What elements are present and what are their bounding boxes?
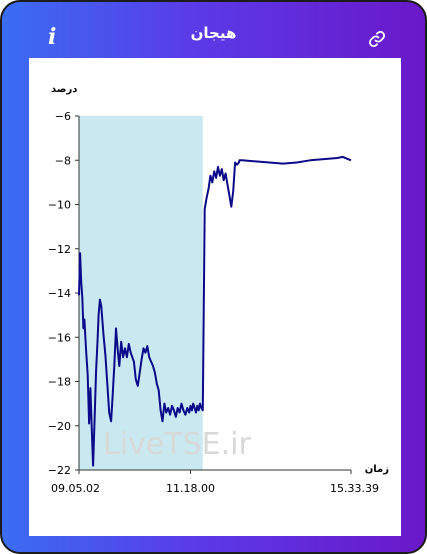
y-tick-label: −22 xyxy=(48,464,71,477)
y-tick-label: −8 xyxy=(55,154,71,167)
y-tick-label: −6 xyxy=(55,110,71,123)
y-tick-label: −20 xyxy=(48,420,71,433)
y-axis-label: درصد xyxy=(51,84,77,95)
y-tick-label: −14 xyxy=(48,287,71,300)
shaded-band xyxy=(79,116,203,470)
y-tick-label: −12 xyxy=(48,243,71,256)
x-tick-label: 15.33.39 xyxy=(330,482,379,495)
page-title: هیجان xyxy=(190,24,237,42)
line-chart: درصد زمان LiveTSE.ir −6 −8 −10 −12 −14 −16 −18… xyxy=(48,84,389,495)
y-tick-label: −16 xyxy=(48,331,71,344)
x-axis-label: زمان xyxy=(365,464,389,475)
link-icon[interactable] xyxy=(368,30,386,48)
watermark-text: LiveTSE.ir xyxy=(103,427,251,462)
y-tick-label: −18 xyxy=(48,376,71,389)
x-tick-label: 11.18.00 xyxy=(166,482,215,495)
chart-panel: درصد زمان LiveTSE.ir −6 −8 −10 −12 −14 −16 −18… xyxy=(29,58,401,536)
series-line xyxy=(78,155,352,467)
x-tick-label: 09.05.02 xyxy=(51,482,100,495)
y-tick-label: −10 xyxy=(48,199,71,212)
info-icon[interactable]: i xyxy=(48,24,57,50)
